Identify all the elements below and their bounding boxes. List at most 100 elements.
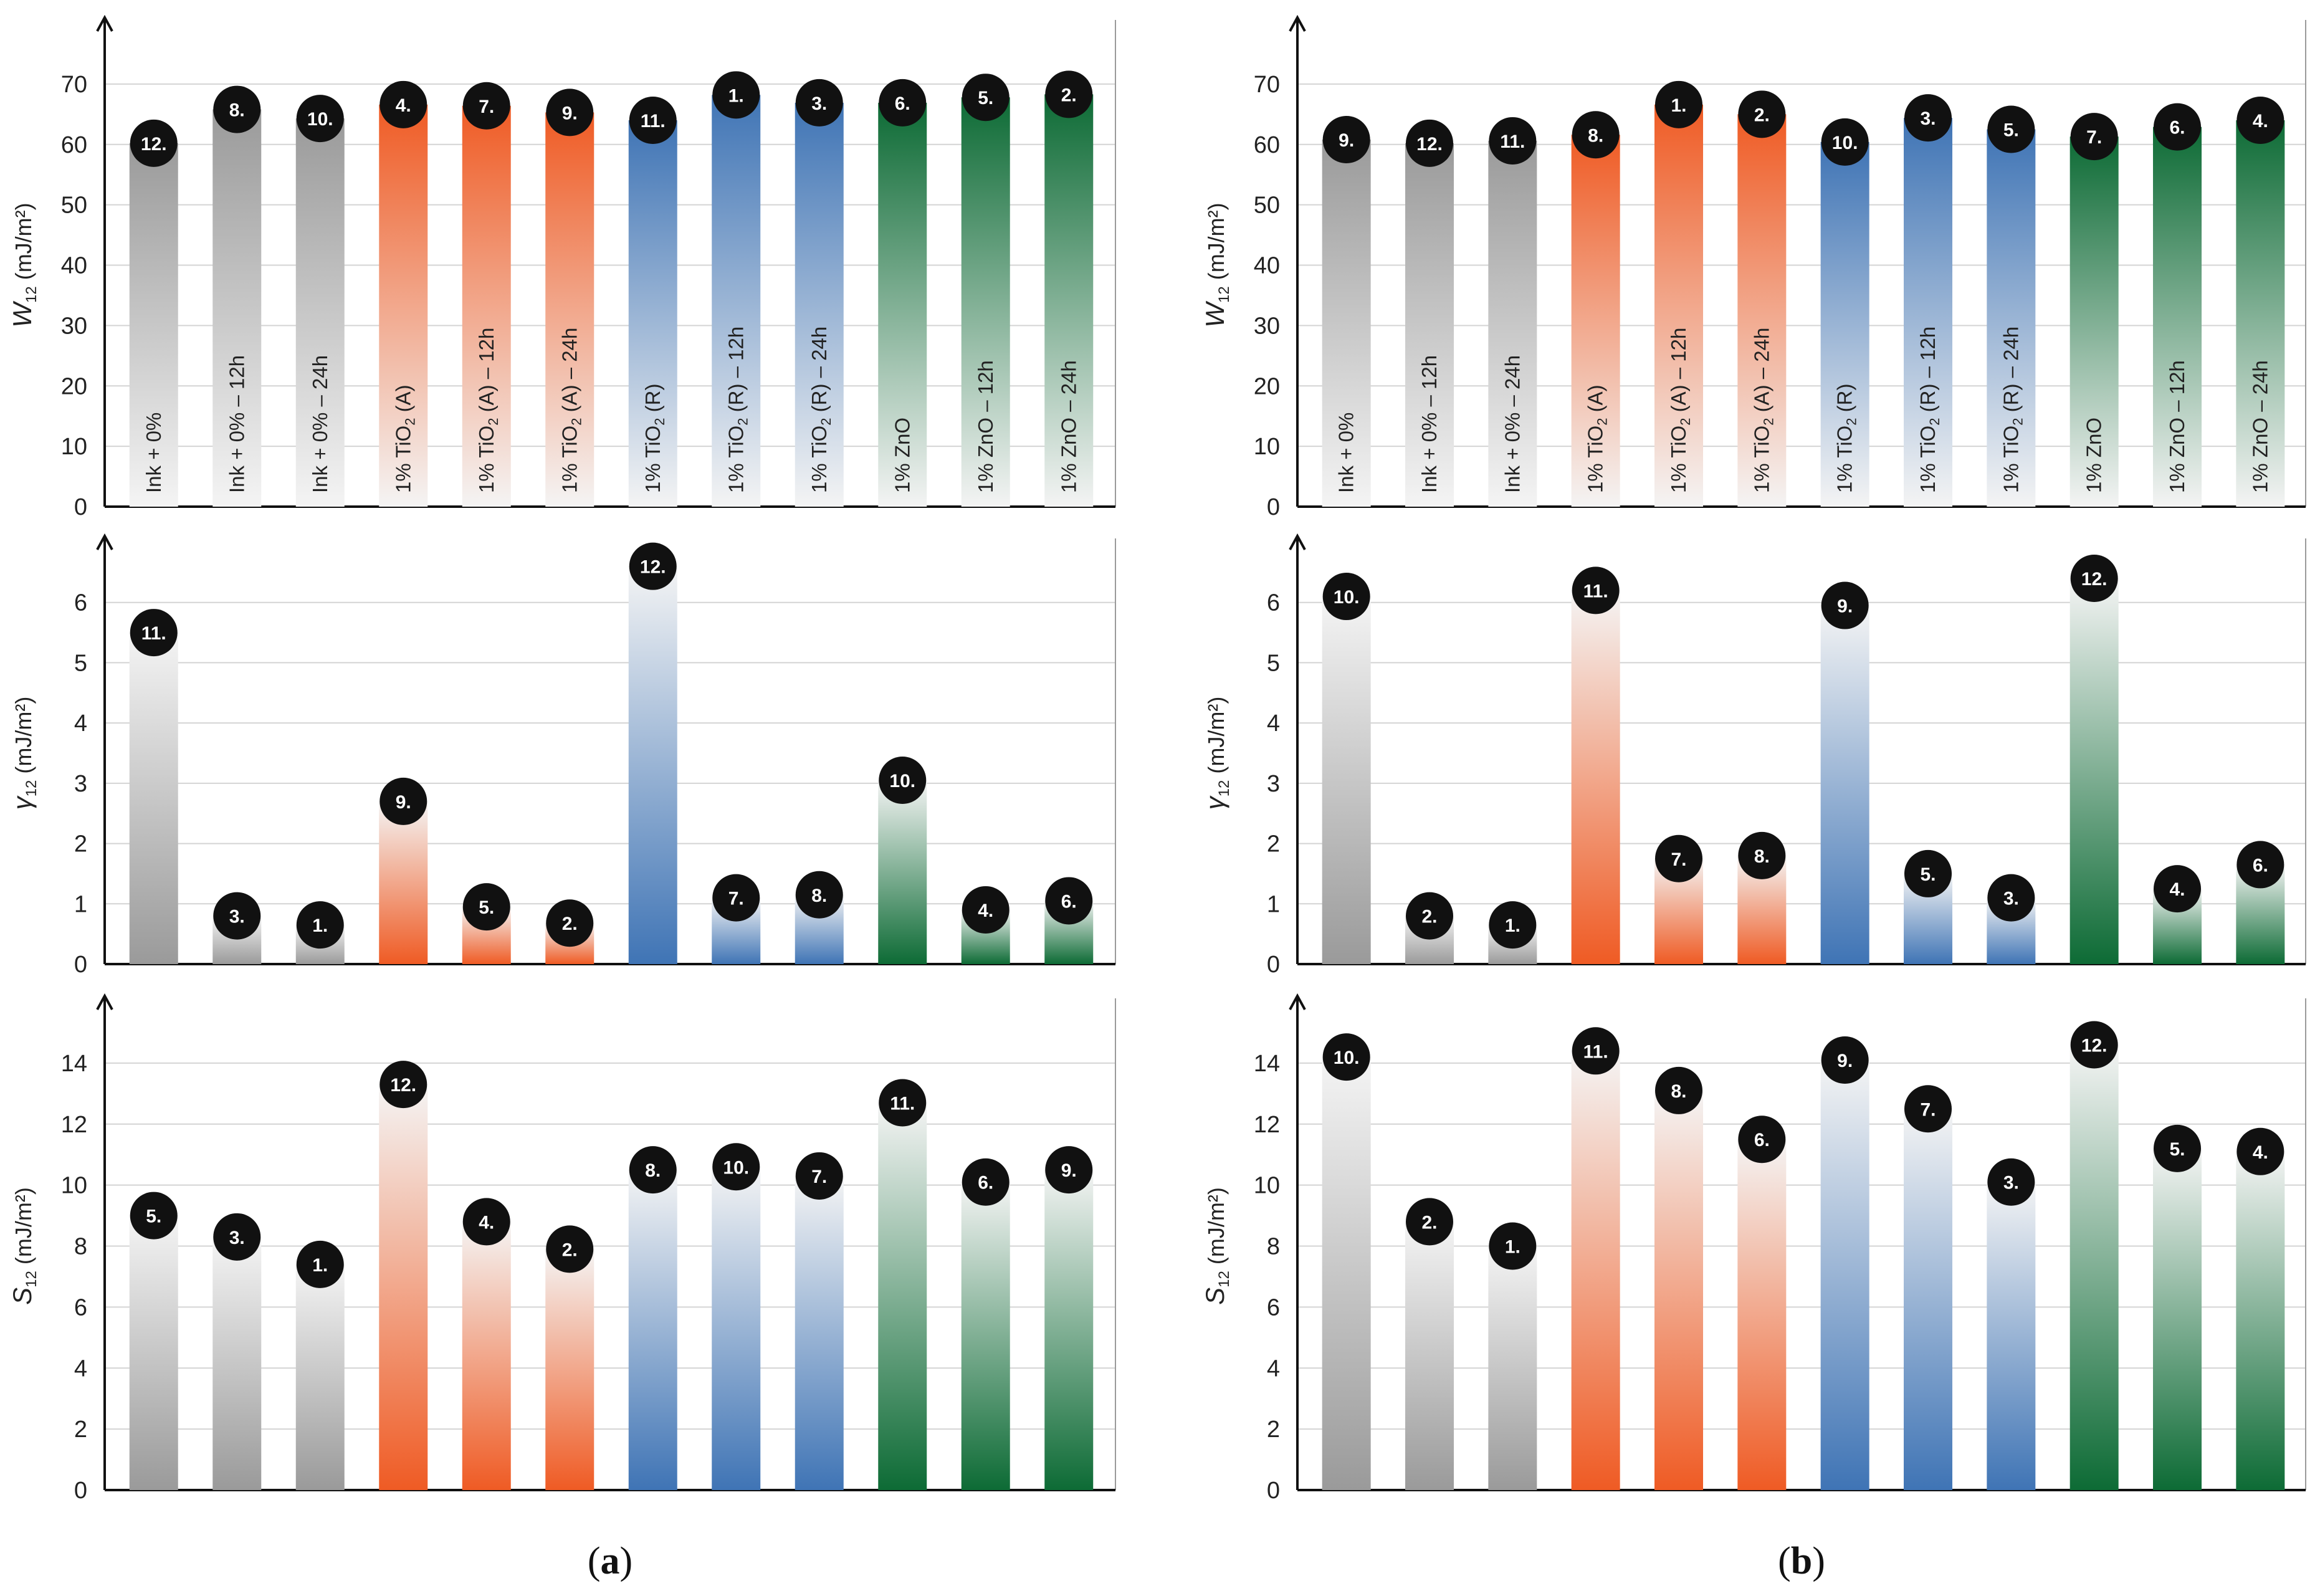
rank-label: 7. <box>1920 1099 1936 1120</box>
bar <box>1654 104 1703 507</box>
rank-badge <box>2070 113 2118 161</box>
rank-badge <box>462 883 510 931</box>
y-tick-label: 4 <box>1267 710 1280 737</box>
rank-label: 5. <box>146 1207 161 1227</box>
rank-label: 2. <box>562 914 578 934</box>
rank-label: 12. <box>640 557 666 578</box>
rank-badge <box>1655 1066 1702 1114</box>
rank-badge <box>380 777 427 825</box>
rank-badge <box>629 1146 677 1194</box>
rank-badge <box>1045 70 1093 118</box>
y-tick-label: 30 <box>61 313 87 339</box>
rank-badge <box>962 74 1010 122</box>
category-label: 1% TiO2 (R) – 12h <box>1916 327 1942 493</box>
y-axis-label: W12 (mJ/m²) <box>1200 203 1233 327</box>
y-axis-label: γ12 (mJ/m²) <box>1200 697 1233 810</box>
category-label: Ink + 0% – 24h <box>1501 355 1524 493</box>
rank-label: 10. <box>307 109 333 130</box>
bar <box>961 1182 1010 1490</box>
rank-label: 1. <box>312 1255 328 1276</box>
y-tick-label: 30 <box>1254 313 1280 339</box>
rank-label: 9. <box>1061 1160 1077 1181</box>
rank-label: 5. <box>2169 1139 2185 1160</box>
bar <box>1820 605 1869 964</box>
rank-label: 1. <box>312 915 328 936</box>
bar <box>878 1102 927 1490</box>
rank-badge <box>462 1198 510 1246</box>
category-label: 1% TiO2 (R) – 24h <box>1999 327 2025 493</box>
rank-badge <box>1987 874 2035 922</box>
y-axis-arrow <box>1289 14 1306 32</box>
rank-badge <box>2070 555 2118 603</box>
y-tick-label: 14 <box>61 1051 87 1077</box>
rank-badge <box>1572 566 1620 614</box>
rank-badge <box>380 80 427 128</box>
bar <box>212 109 262 507</box>
y-tick-label: 50 <box>1254 193 1280 219</box>
y-axis-label: W12 (mJ/m²) <box>7 203 40 327</box>
rank-badge <box>2154 865 2201 913</box>
bar <box>878 102 927 507</box>
rank-label: 5. <box>479 897 494 918</box>
rank-label: 4. <box>978 901 993 921</box>
category-label: 1% TiO2 (R) – 24h <box>808 327 834 493</box>
rank-label: 6. <box>1754 1130 1770 1150</box>
bar <box>2069 578 2119 964</box>
rank-label: 12. <box>2081 1036 2108 1056</box>
bar <box>712 95 761 507</box>
rank-badge <box>1738 831 1786 879</box>
y-tick-label: 40 <box>61 253 87 279</box>
rank-label: 3. <box>1920 108 1936 129</box>
bar <box>379 801 428 964</box>
bar <box>129 143 178 507</box>
rank-badge <box>1572 1027 1620 1075</box>
bar <box>1571 1051 1620 1490</box>
rank-label: 11. <box>890 1093 915 1114</box>
bar <box>1987 1182 2036 1490</box>
bar <box>379 1084 428 1490</box>
bar <box>2069 136 2119 507</box>
rank-badge <box>712 1143 760 1191</box>
y-tick-label: 50 <box>61 193 87 219</box>
y-tick-label: 12 <box>61 1112 87 1138</box>
rank-label: 11. <box>1583 1041 1608 1062</box>
rank-badge <box>879 79 927 127</box>
y-tick-label: 0 <box>74 952 87 978</box>
bar <box>1737 114 1787 507</box>
rank-badge <box>1489 901 1537 949</box>
rank-badge <box>546 1225 594 1273</box>
bar <box>795 1175 844 1490</box>
rank-label: 2. <box>562 1240 578 1260</box>
bar <box>129 633 178 964</box>
rank-label: 6. <box>2253 855 2268 876</box>
y-tick-label: 20 <box>61 373 87 399</box>
bar <box>1820 1059 1869 1490</box>
panel-label: (a) <box>588 1540 633 1582</box>
category-label: 1% ZnO <box>890 418 914 493</box>
bar <box>712 1167 761 1490</box>
rank-badge <box>462 82 510 130</box>
bar <box>1737 1139 1787 1490</box>
rank-badge <box>712 71 760 119</box>
y-axis-arrow <box>96 533 113 550</box>
bar <box>961 97 1010 507</box>
bar <box>1405 143 1454 507</box>
bar <box>379 104 428 507</box>
rank-label: 8. <box>1588 125 1603 146</box>
rank-label: 4. <box>2253 1142 2268 1163</box>
rank-badge <box>1045 1146 1093 1194</box>
bar <box>2153 127 2202 507</box>
category-label: Ink + 0% – 12h <box>225 355 248 493</box>
y-tick-label: 0 <box>1267 952 1280 978</box>
bar <box>2153 1148 2202 1490</box>
rank-label: 12. <box>1416 134 1443 155</box>
y-tick-label: 0 <box>74 494 87 520</box>
y-tick-label: 8 <box>74 1234 87 1260</box>
rank-badge <box>2154 103 2201 151</box>
rank-label: 9. <box>396 792 411 813</box>
bar <box>1488 140 1537 507</box>
rank-badge <box>1987 105 2035 153</box>
rank-badge <box>1655 80 1702 128</box>
rank-label: 8. <box>1671 1081 1686 1102</box>
category-label: 1% TiO2 (R) – 12h <box>724 327 750 493</box>
